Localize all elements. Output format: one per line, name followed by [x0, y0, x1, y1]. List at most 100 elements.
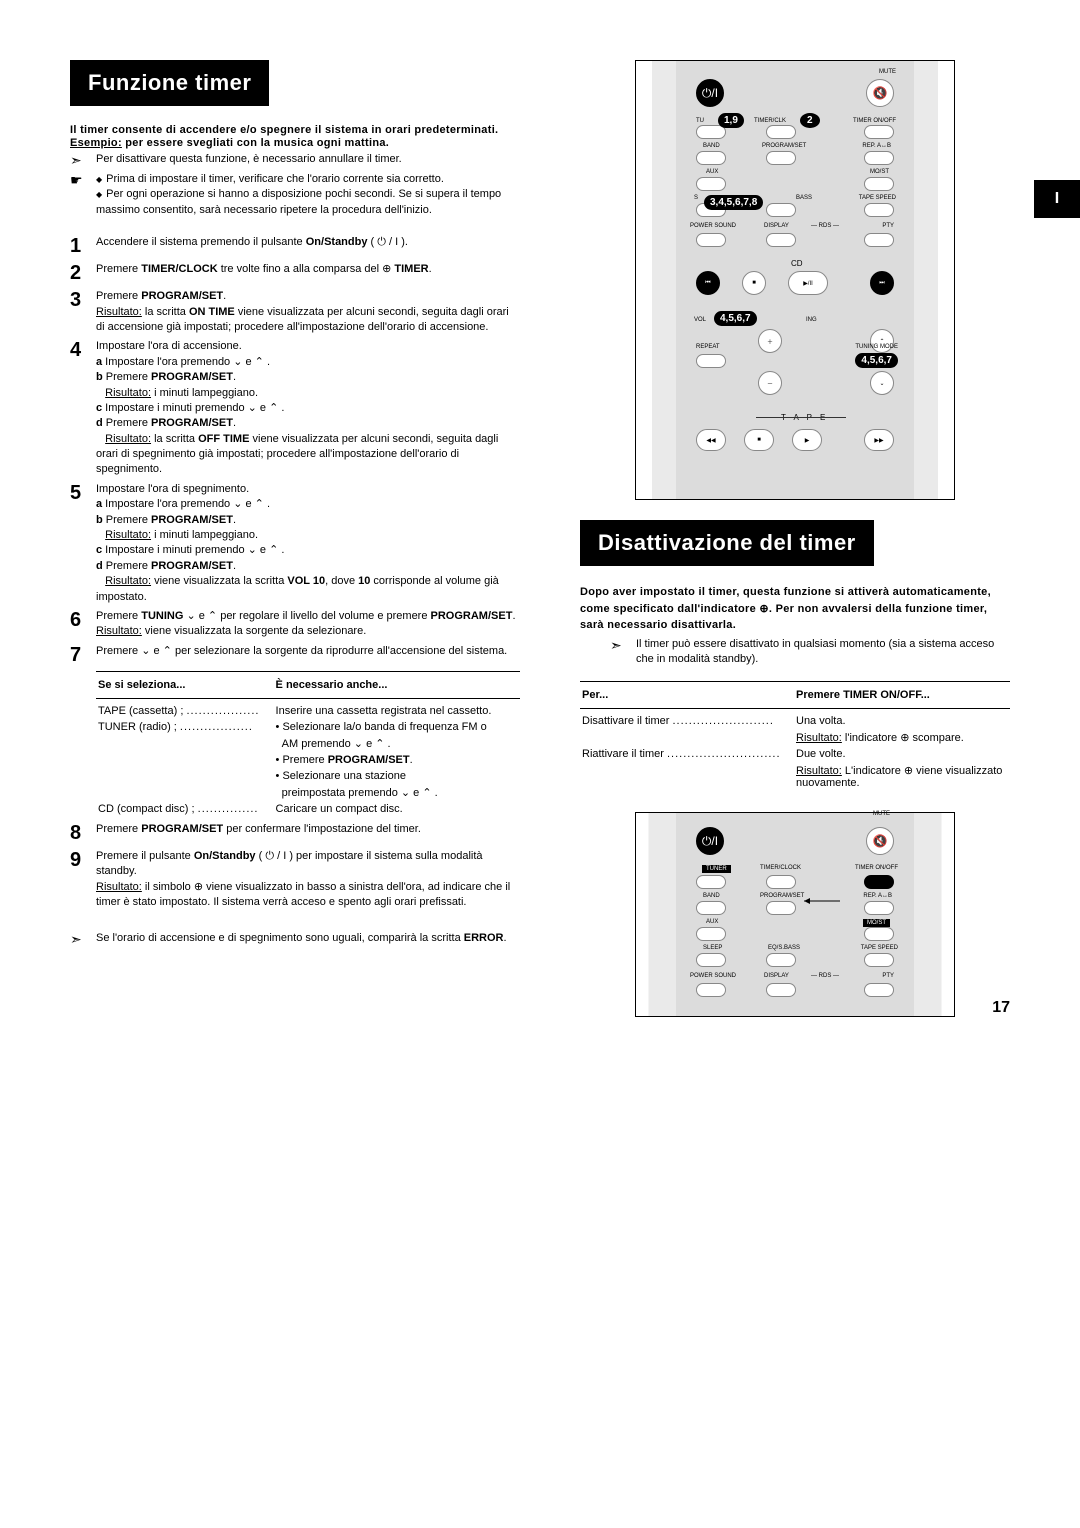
sel-cell-1: TAPE (cassetta) ; .................. [98, 704, 274, 718]
step-num-8: 8 [70, 822, 96, 845]
cd-stop-btn: ■ [742, 271, 766, 295]
sel-h2: È necessario anche... [276, 677, 518, 693]
bass-btn [766, 203, 796, 217]
remote-diagram-1: ⏻/I 🔇 MUTE TU TIMER/CLK TIMER ON/OFF BAN… [635, 60, 955, 500]
programset-label: PROGRAM/SET [762, 143, 806, 149]
sel-rows: TAPE (cassetta) ; ..................Inse… [96, 702, 520, 818]
aux-label: AUX [706, 169, 718, 175]
selection-table: Se si seleziona... È necessario anche... [96, 675, 520, 695]
sel-cell-1 [98, 753, 274, 767]
step-3: 3Premere PROGRAM/SET.Risultato: la scrit… [70, 289, 520, 335]
t2-cell-1: Riattivare il timer ....................… [582, 747, 794, 761]
sel-cell-2: preimpostata premendo ⌄ e ⌃ . [276, 785, 518, 800]
sel-h1: Se si seleziona... [98, 677, 274, 693]
table-row: CD (compact disc) ; ...............Caric… [98, 802, 518, 816]
display-btn [766, 233, 796, 247]
note-1-text: Per disattivare questa funzione, è neces… [96, 152, 520, 169]
programset-btn [766, 151, 796, 165]
step-num: 2 [70, 262, 96, 285]
display-label: DISPLAY [764, 223, 789, 229]
sel-cell-1 [98, 736, 274, 751]
step-8: 8 Premere PROGRAM/SET per confermare l'i… [70, 822, 520, 845]
step-num: 5 [70, 482, 96, 605]
callout-3to8: 3,4,5,6,7,8 [704, 195, 763, 210]
r2-disp-btn [766, 983, 796, 997]
r2-pty-btn [864, 983, 894, 997]
footnote-icon: ➣ [70, 931, 96, 948]
tapespeed-label: TAPE SPEED [859, 195, 896, 201]
bass-label: BASS [796, 195, 812, 201]
section2-intro: Dopo aver impostato il timer, questa fun… [580, 584, 1010, 634]
timeronoff-label: TIMER ON/OFF [853, 118, 896, 124]
rds-label: — RDS — [811, 223, 839, 229]
step-1: 1Accendere il sistema premendo il pulsan… [70, 235, 520, 258]
table-row: preimpostata premendo ⌄ e ⌃ . [98, 785, 518, 800]
t2-cell-2: Due volte. [796, 747, 1008, 761]
aux-btn [696, 177, 726, 191]
step-8-body: Premere PROGRAM/SET per confermare l'imp… [96, 822, 520, 845]
footnote-text: Se l'orario di accensione e di spegnimen… [96, 931, 520, 948]
t2-h2: Premere TIMER ON/OFF... [796, 687, 1008, 703]
power-button: ⏻/I [696, 79, 724, 107]
callout-456-7b: 4,5,6,7 [855, 353, 898, 368]
intro-line2: Esempio: per essere svegliati con la mus… [70, 137, 520, 149]
r2-eqsbass-btn [766, 953, 796, 967]
sel-cell-2: • Selezionare una stazione [276, 769, 518, 783]
section2-note-icon: ➣ [610, 637, 636, 668]
table-row: • Premere PROGRAM/SET. [98, 753, 518, 767]
tape-stop-btn: ■ [744, 429, 774, 451]
step-9-body: Premere il pulsante On/Standby ( ⏻ / I )… [96, 849, 520, 911]
sel-cell-2: • Premere PROGRAM/SET. [276, 753, 518, 767]
note-2: ☛ Prima di impostare il timer, verificar… [70, 172, 520, 218]
repa-label: REP. A↔B [862, 143, 891, 149]
tab-marker: I [1034, 180, 1080, 218]
intro-line1: Il timer consente di accendere e/o spegn… [70, 124, 520, 136]
tape-rew-btn: ◀◀ [696, 429, 726, 451]
step-body: Premere PROGRAM/SET.Risultato: la scritt… [96, 289, 520, 335]
step-body: Impostare l'ora di spegnimento.a Imposta… [96, 482, 520, 605]
r2-timerclock-label: TIMER/CLOCK [760, 865, 801, 871]
cd-play-btn: ▶/II [788, 271, 828, 295]
r2-timerclock-btn [766, 875, 796, 889]
r2-moist-label: MO/ST [863, 919, 890, 927]
r2-sleep-btn [696, 953, 726, 967]
callout-2: 2 [800, 113, 820, 128]
r2-timeronoff-btn [864, 875, 894, 889]
footnote: ➣ Se l'orario di accensione e di spegnim… [70, 931, 520, 948]
step-body: Impostare l'ora di accensione.a Impostar… [96, 339, 520, 478]
tu-label: TU [696, 118, 704, 124]
section2-note-text: Il timer può essere disattivato in quals… [636, 637, 1010, 668]
r2-mute-label: MUTE [873, 811, 890, 817]
pty-label: PTY [882, 223, 894, 229]
timerclk-label: TIMER/CLK [754, 118, 786, 124]
table-row: TUNER (radio) ; ..................• Sele… [98, 720, 518, 734]
r2-aux-btn [696, 927, 726, 941]
s-label: S [694, 195, 698, 201]
t2-cell-2: Una volta. [796, 714, 1008, 728]
tuningmode-label: TUNING MODE [855, 344, 898, 350]
section2-note: ➣ Il timer può essere disattivato in qua… [610, 637, 1010, 668]
r2-repa-label: REP. A↔B [863, 893, 892, 899]
step-num: 4 [70, 339, 96, 478]
table-row-result: Risultato: L'indicatore ⊕ viene visualiz… [582, 763, 1008, 790]
t2-h1: Per... [582, 687, 794, 703]
step-5: 5Impostare l'ora di spegnimento.a Impost… [70, 482, 520, 605]
table-row: AM premendo ⌄ e ⌃ . [98, 736, 518, 751]
step-body: Premere TUNING ⌄ e ⌃ per regolare il liv… [96, 609, 520, 640]
timer-table-head: Per... Premere TIMER ON/OFF... [580, 685, 1010, 705]
step-7: 7Premere ⌄ e ⌃ per selezionare la sorgen… [70, 644, 520, 667]
callout-456-7a: 4,5,6,7 [714, 311, 757, 326]
cd-label: CD [791, 259, 803, 268]
r2-tuner-label: TUNER [702, 865, 731, 873]
sel-cell-1: TUNER (radio) ; .................. [98, 720, 274, 734]
step-num: 1 [70, 235, 96, 258]
r2-programset-label: PROGRAM/SET [760, 893, 804, 899]
r2-sleep-label: SLEEP [703, 945, 722, 951]
tape-play-btn: ▶ [792, 429, 822, 451]
note-2-bullet-2: Per ogni operazione si hanno a disposizi… [96, 188, 501, 215]
step-2: 2Premere TIMER/CLOCK tre volte fino a al… [70, 262, 520, 285]
left-column: Funzione timer Il timer consente di acce… [70, 60, 520, 951]
intro-example-label: Esempio: [70, 137, 122, 149]
section2-title: Disattivazione del timer [580, 520, 874, 566]
sel-cell-1: CD (compact disc) ; ............... [98, 802, 274, 816]
